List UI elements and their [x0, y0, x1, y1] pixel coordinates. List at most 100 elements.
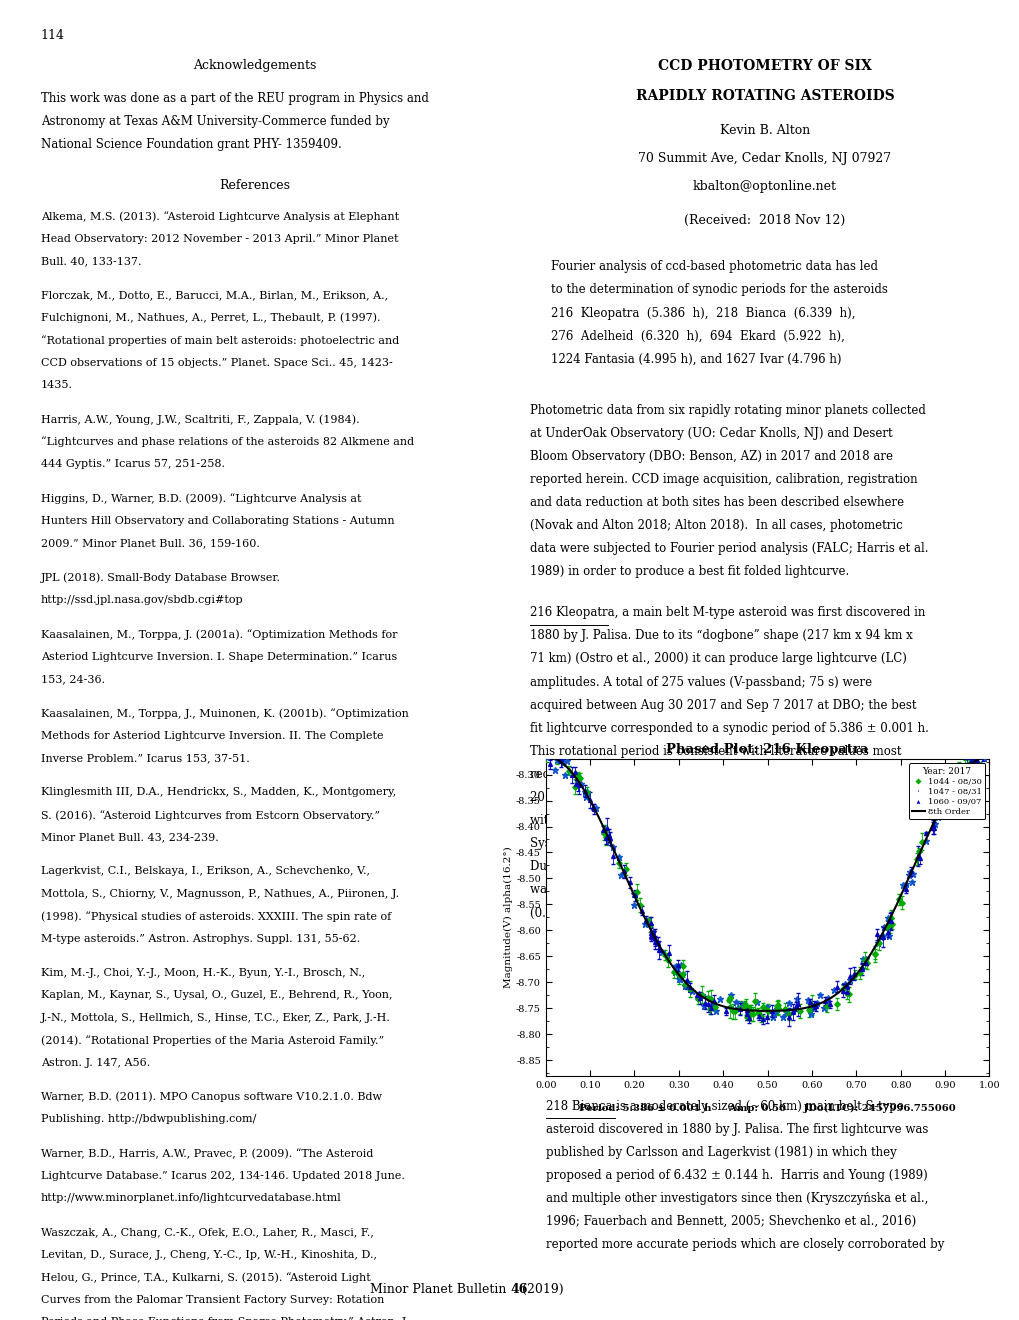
8th Order	[836, 981, 848, 997]
Text: published by Carlsson and Lagerkvist (1981) in which they: published by Carlsson and Lagerkvist (19…	[545, 1146, 896, 1159]
Text: 1880 by J. Palisa. Due to its “dogbone” shape (217 km x 94 km x: 1880 by J. Palisa. Due to its “dogbone” …	[530, 630, 912, 643]
Text: 1435.: 1435.	[41, 380, 72, 389]
Text: Inverse Problem.” Icarus 153, 37-51.: Inverse Problem.” Icarus 153, 37-51.	[41, 752, 250, 763]
Text: Hunters Hill Observatory and Collaborating Stations - Autumn: Hunters Hill Observatory and Collaborati…	[41, 516, 394, 525]
Text: S. (2016). “Asteroid Lightcurves from Estcorn Observatory.”: S. (2016). “Asteroid Lightcurves from Es…	[41, 809, 379, 821]
Text: proposed a period of 6.432 ± 0.144 h.  Harris and Young (1989): proposed a period of 6.432 ± 0.144 h. Ha…	[545, 1170, 926, 1181]
Text: Kevin B. Alton: Kevin B. Alton	[719, 124, 809, 137]
Text: 218 Bianca is a moderately sized (~60 km) main belt S-type: 218 Bianca is a moderately sized (~60 km…	[545, 1100, 903, 1113]
Text: reported more accurate periods which are closely corroborated by: reported more accurate periods which are…	[545, 1238, 944, 1251]
1047 - 08/31	[877, 919, 890, 935]
Text: with other unpublished lightcurve data referenced at the JPL Solar: with other unpublished lightcurve data r…	[530, 814, 928, 828]
Text: and multiple other investigators since then (Kryszczyńska et al.,: and multiple other investigators since t…	[545, 1192, 927, 1205]
Text: This rotational period is consistent with literature values most: This rotational period is consistent wit…	[530, 744, 901, 758]
Text: Kaplan, M., Kaynar, S., Uysal, O., Guzel, E., Behrend, R., Yoon,: Kaplan, M., Kaynar, S., Uysal, O., Guzel…	[41, 990, 392, 1001]
8th Order	[539, 748, 551, 764]
1047 - 08/31	[776, 1008, 789, 1024]
Text: data were subjected to Fourier period analysis (FALC; Harris et al.: data were subjected to Fourier period an…	[530, 543, 928, 556]
Text: Methods for Asteriod Lightcurve Inversion. II. The Complete: Methods for Asteriod Lightcurve Inversio…	[41, 730, 383, 741]
Text: 2012, and Shevchenko et al., 2014, Novak and Alton, 2018 along: 2012, and Shevchenko et al., 2014, Novak…	[530, 791, 916, 804]
Text: CCD observations of 15 objects.” Planet. Space Sci.. 45, 1423-: CCD observations of 15 objects.” Planet.…	[41, 358, 392, 367]
Text: 1989) in order to produce a best fit folded lightcurve.: 1989) in order to produce a best fit fol…	[530, 565, 849, 578]
Text: Astron. J. 147, A56.: Astron. J. 147, A56.	[41, 1057, 150, 1068]
8th Order	[982, 748, 995, 764]
Text: Minor Planet Bull. 43, 234-239.: Minor Planet Bull. 43, 234-239.	[41, 832, 218, 842]
1047 - 08/31	[977, 751, 989, 767]
Text: Kim, M.-J., Choi, Y.-J., Moon, H.-K., Byun, Y.-I., Brosch, N.,: Kim, M.-J., Choi, Y.-J., Moon, H.-K., By…	[41, 968, 365, 978]
Text: reported herein. CCD image acquisition, calibration, registration: reported herein. CCD image acquisition, …	[530, 473, 917, 486]
8th Order	[873, 929, 886, 945]
Legend: 1044 - 08/30, 1047 - 08/31, 1060 - 09/07, 8th Order: 1044 - 08/30, 1047 - 08/31, 1060 - 09/07…	[908, 763, 984, 820]
Text: Periods and Phase Functions from Sparse Photometry.” Astron. J.: Periods and Phase Functions from Sparse …	[41, 1317, 409, 1320]
Text: Minor Planet Bulletin: Minor Planet Bulletin	[369, 1283, 510, 1296]
Text: 216 Kleopatra, a main belt M-type asteroid was first discovered in: 216 Kleopatra, a main belt M-type astero…	[530, 606, 925, 619]
1047 - 08/31	[899, 876, 911, 892]
Text: Higgins, D., Warner, B.D. (2009). “Lightcurve Analysis at: Higgins, D., Warner, B.D. (2009). “Light…	[41, 494, 361, 504]
Title: Phased Plot: 216 Kleopatra: Phased Plot: 216 Kleopatra	[665, 743, 868, 756]
Text: (1998). “Physical studies of asteroids. XXXIII. The spin rate of: (1998). “Physical studies of asteroids. …	[41, 911, 390, 921]
Text: (Novak and Alton 2018; Alton 2018).  In all cases, photometric: (Novak and Alton 2018; Alton 2018). In a…	[530, 519, 902, 532]
Text: (2019): (2019)	[518, 1283, 564, 1296]
Text: M-type asteroids.” Astron. Astrophys. Suppl. 131, 55-62.: M-type asteroids.” Astron. Astrophys. Su…	[41, 933, 360, 944]
Text: (Received:  2018 Nov 12): (Received: 2018 Nov 12)	[684, 214, 845, 227]
Text: Florczak, M., Dotto, E., Barucci, M.A., Birlan, M., Erikson, A.,: Florczak, M., Dotto, E., Barucci, M.A., …	[41, 290, 387, 301]
Text: Kaasalainen, M., Torppa, J., Muinonen, K. (2001b). “Optimization: Kaasalainen, M., Torppa, J., Muinonen, K…	[41, 709, 409, 719]
Text: This work was done as a part of the REU program in Physics and: This work was done as a part of the REU …	[41, 92, 428, 104]
Text: During this apparition the minimum to maximum peak amplitude: During this apparition the minimum to ma…	[530, 861, 918, 874]
Text: 114: 114	[41, 29, 65, 42]
Text: Warner, B.D. (2011). MPO Canopus software V10.2.1.0. Bdw: Warner, B.D. (2011). MPO Canopus softwar…	[41, 1092, 381, 1102]
Text: 1996; Fauerbach and Bennett, 2005; Shevchenko et al., 2016): 1996; Fauerbach and Bennett, 2005; Shevc…	[545, 1214, 915, 1228]
Text: to the determination of synodic periods for the asteroids: to the determination of synodic periods …	[550, 284, 887, 297]
Text: was mid-range (A=0.50) compared to those previously observed: was mid-range (A=0.50) compared to those…	[530, 883, 913, 896]
Text: at UnderOak Observatory (UO: Cedar Knolls, NJ) and Desert: at UnderOak Observatory (UO: Cedar Knoll…	[530, 426, 893, 440]
Text: “Rotational properties of main belt asteroids: photoelectric and: “Rotational properties of main belt aste…	[41, 335, 398, 346]
Text: Lagerkvist, C.I., Belskaya, I., Erikson, A., Schevchenko, V.,: Lagerkvist, C.I., Belskaya, I., Erikson,…	[41, 866, 370, 876]
Text: Waszczak, A., Chang, C.-K., Ofek, E.O., Laher, R., Masci, F.,: Waszczak, A., Chang, C.-K., Ofek, E.O., …	[41, 1228, 373, 1238]
Text: System Dynamics website (http://ssd.jpl.nasa.gov/sbdb.cgi).: System Dynamics website (http://ssd.jpl.…	[530, 837, 887, 850]
Text: http://ssd.jpl.nasa.gov/sbdb.cgi#top: http://ssd.jpl.nasa.gov/sbdb.cgi#top	[41, 595, 244, 605]
Text: Helou, G., Prince, T.A., Kulkarni, S. (2015). “Asteroid Light: Helou, G., Prince, T.A., Kulkarni, S. (2…	[41, 1272, 370, 1283]
Text: amplitudes. A total of 275 values (V-passband; 75 s) were: amplitudes. A total of 275 values (V-pas…	[530, 676, 871, 689]
Text: and data reduction at both sites has been described elsewhere: and data reduction at both sites has bee…	[530, 496, 904, 510]
Text: http://www.minorplanet.info/lightcurvedatabase.html: http://www.minorplanet.info/lightcurveda…	[41, 1193, 341, 1204]
Text: Harris, A.W., Young, J.W., Scaltriti, F., Zappala, V. (1984).: Harris, A.W., Young, J.W., Scaltriti, F.…	[41, 414, 359, 425]
8th Order	[653, 939, 665, 954]
Text: kbalton@optonline.net: kbalton@optonline.net	[692, 180, 837, 193]
Text: recently reported by Alton, 2009; Kaasalainen and Viikinkoski,: recently reported by Alton, 2009; Kaasal…	[530, 768, 904, 781]
Text: Mottola, S., Chiorny, V., Magnusson, P., Nathues, A., Piironen, J.: Mottola, S., Chiorny, V., Magnusson, P.,…	[41, 888, 398, 899]
Text: Publishing. http://bdwpublishing.com/: Publishing. http://bdwpublishing.com/	[41, 1114, 256, 1125]
1047 - 08/31	[541, 748, 553, 764]
8th Order	[740, 1002, 752, 1018]
Text: “Lightcurves and phase relations of the asteroids 82 Alkmene and: “Lightcurves and phase relations of the …	[41, 437, 414, 447]
Text: Klinglesmith III, D.A., Hendrickx, S., Madden, K., Montgomery,: Klinglesmith III, D.A., Hendrickx, S., M…	[41, 787, 395, 797]
1047 - 08/31	[876, 928, 889, 944]
Text: References: References	[219, 178, 290, 191]
Text: Head Observatory: 2012 November - 2013 April.” Minor Planet: Head Observatory: 2012 November - 2013 A…	[41, 234, 397, 244]
8th Order	[760, 1003, 772, 1019]
8th Order	[618, 866, 630, 882]
Text: 2009.” Minor Planet Bull. 36, 159-160.: 2009.” Minor Planet Bull. 36, 159-160.	[41, 539, 260, 548]
Text: acquired between Aug 30 2017 and Sep 7 2017 at DBO; the best: acquired between Aug 30 2017 and Sep 7 2…	[530, 698, 916, 711]
Text: National Science Foundation grant PHY- 1359409.: National Science Foundation grant PHY- 1…	[41, 137, 341, 150]
Text: Alkema, M.S. (2013). “Asteroid Lightcurve Analysis at Elephant: Alkema, M.S. (2013). “Asteroid Lightcurv…	[41, 211, 398, 222]
Text: 46: 46	[510, 1283, 527, 1296]
1047 - 08/31	[801, 993, 813, 1008]
Text: fit lightcurve corresponded to a synodic period of 5.386 ± 0.001 h.: fit lightcurve corresponded to a synodic…	[530, 722, 928, 735]
Text: Period: 5.386 ± 0.001 h     Amp: 0.50     JDo(LTC): 2457996.755060: Period: 5.386 ± 0.001 h Amp: 0.50 JDo(LT…	[579, 1105, 955, 1114]
Text: 1224 Fantasia (4.995 h), and 1627 Ivar (4.796 h): 1224 Fantasia (4.995 h), and 1627 Ivar (…	[550, 352, 841, 366]
Text: Photometric data from six rapidly rotating minor planets collected: Photometric data from six rapidly rotati…	[530, 404, 925, 417]
Text: 71 km) (Ostro et al., 2000) it can produce large lightcurve (LC): 71 km) (Ostro et al., 2000) it can produ…	[530, 652, 906, 665]
Text: Lightcurve Database.” Icarus 202, 134-146. Updated 2018 June.: Lightcurve Database.” Icarus 202, 134-14…	[41, 1171, 405, 1181]
Text: Fourier analysis of ccd-based photometric data has led: Fourier analysis of ccd-based photometri…	[550, 260, 877, 273]
Text: Levitan, D., Surace, J., Cheng, Y.-C., Ip, W.-H., Kinoshita, D.,: Levitan, D., Surace, J., Cheng, Y.-C., I…	[41, 1250, 376, 1261]
Text: Astronomy at Texas A&M University-Commerce funded by: Astronomy at Texas A&M University-Commer…	[41, 115, 389, 128]
Text: Fulchignoni, M., Nathues, A., Perret, L., Thebault, P. (1997).: Fulchignoni, M., Nathues, A., Perret, L.…	[41, 313, 380, 323]
Text: (2014). “Rotational Properties of the Maria Asteroid Family.”: (2014). “Rotational Properties of the Ma…	[41, 1035, 383, 1045]
1047 - 08/31	[881, 909, 894, 925]
Line: 1047 - 08/31: 1047 - 08/31	[544, 754, 986, 1020]
Text: Acknowledgements: Acknowledgements	[194, 59, 316, 73]
Text: Bloom Observatory (DBO: Benson, AZ) in 2017 and 2018 are: Bloom Observatory (DBO: Benson, AZ) in 2…	[530, 450, 893, 463]
Text: RAPIDLY ROTATING ASTEROIDS: RAPIDLY ROTATING ASTEROIDS	[635, 90, 894, 103]
Text: asteroid discovered in 1880 by J. Palisa. The first lightcurve was: asteroid discovered in 1880 by J. Palisa…	[545, 1122, 927, 1135]
Text: Bull. 40, 133-137.: Bull. 40, 133-137.	[41, 256, 142, 267]
